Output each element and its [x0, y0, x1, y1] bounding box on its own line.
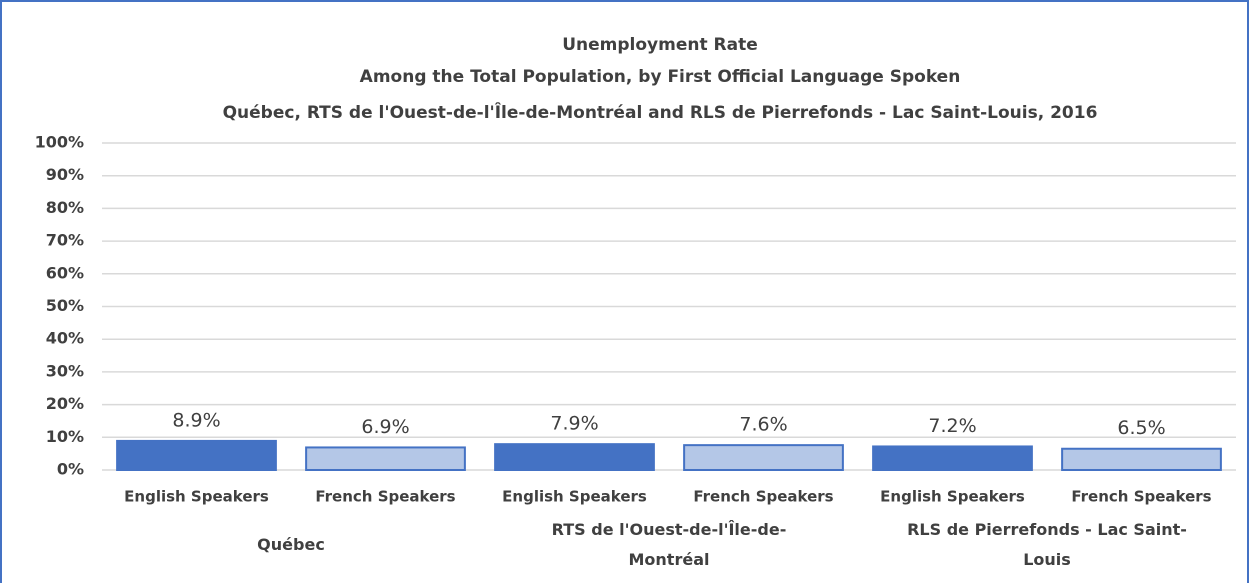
chart-subtitle: Among the Total Population, by First Off… — [360, 67, 961, 87]
y-tick-label: 50% — [46, 296, 84, 315]
bar — [1061, 447, 1222, 471]
y-tick-label: 10% — [46, 427, 84, 446]
value-label: 7.9% — [550, 413, 598, 435]
value-label: 7.6% — [739, 414, 787, 436]
value-label: 6.5% — [1117, 417, 1165, 439]
x-tick-label: English Speakers — [502, 488, 647, 506]
bar — [494, 443, 655, 471]
group-label: RLS de Pierrefonds - Lac Saint-Louis — [907, 520, 1187, 569]
y-tick-label: 90% — [46, 165, 84, 184]
x-tick-label: English Speakers — [124, 488, 269, 506]
x-tick-label: English Speakers — [880, 488, 1025, 506]
bar — [872, 445, 1033, 471]
y-tick-label: 30% — [46, 361, 84, 380]
y-tick-label: 70% — [46, 231, 84, 250]
x-tick-label: French Speakers — [693, 488, 833, 506]
y-tick-label: 20% — [46, 394, 84, 413]
value-label: 7.2% — [928, 415, 976, 437]
y-tick-label: 40% — [46, 329, 84, 348]
y-tick-label: 80% — [46, 198, 84, 217]
group-label: Québec — [257, 535, 325, 554]
group-label: RTS de l'Ouest-de-l'Île-de-Montréal — [551, 520, 787, 569]
y-tick-label: 60% — [46, 263, 84, 282]
x-tick-label: French Speakers — [315, 488, 455, 506]
chart-subtitle: Québec, RTS de l'Ouest-de-l'Île-de-Montr… — [223, 101, 1098, 123]
bar — [305, 446, 466, 472]
y-tick-label: 100% — [35, 133, 84, 152]
chart-title: Unemployment Rate — [562, 35, 758, 55]
bar — [683, 444, 844, 472]
value-label: 8.9% — [172, 409, 220, 431]
value-label: 6.9% — [361, 416, 409, 438]
bar — [116, 439, 277, 472]
y-tick-label: 0% — [57, 460, 84, 479]
x-tick-label: French Speakers — [1071, 488, 1211, 506]
